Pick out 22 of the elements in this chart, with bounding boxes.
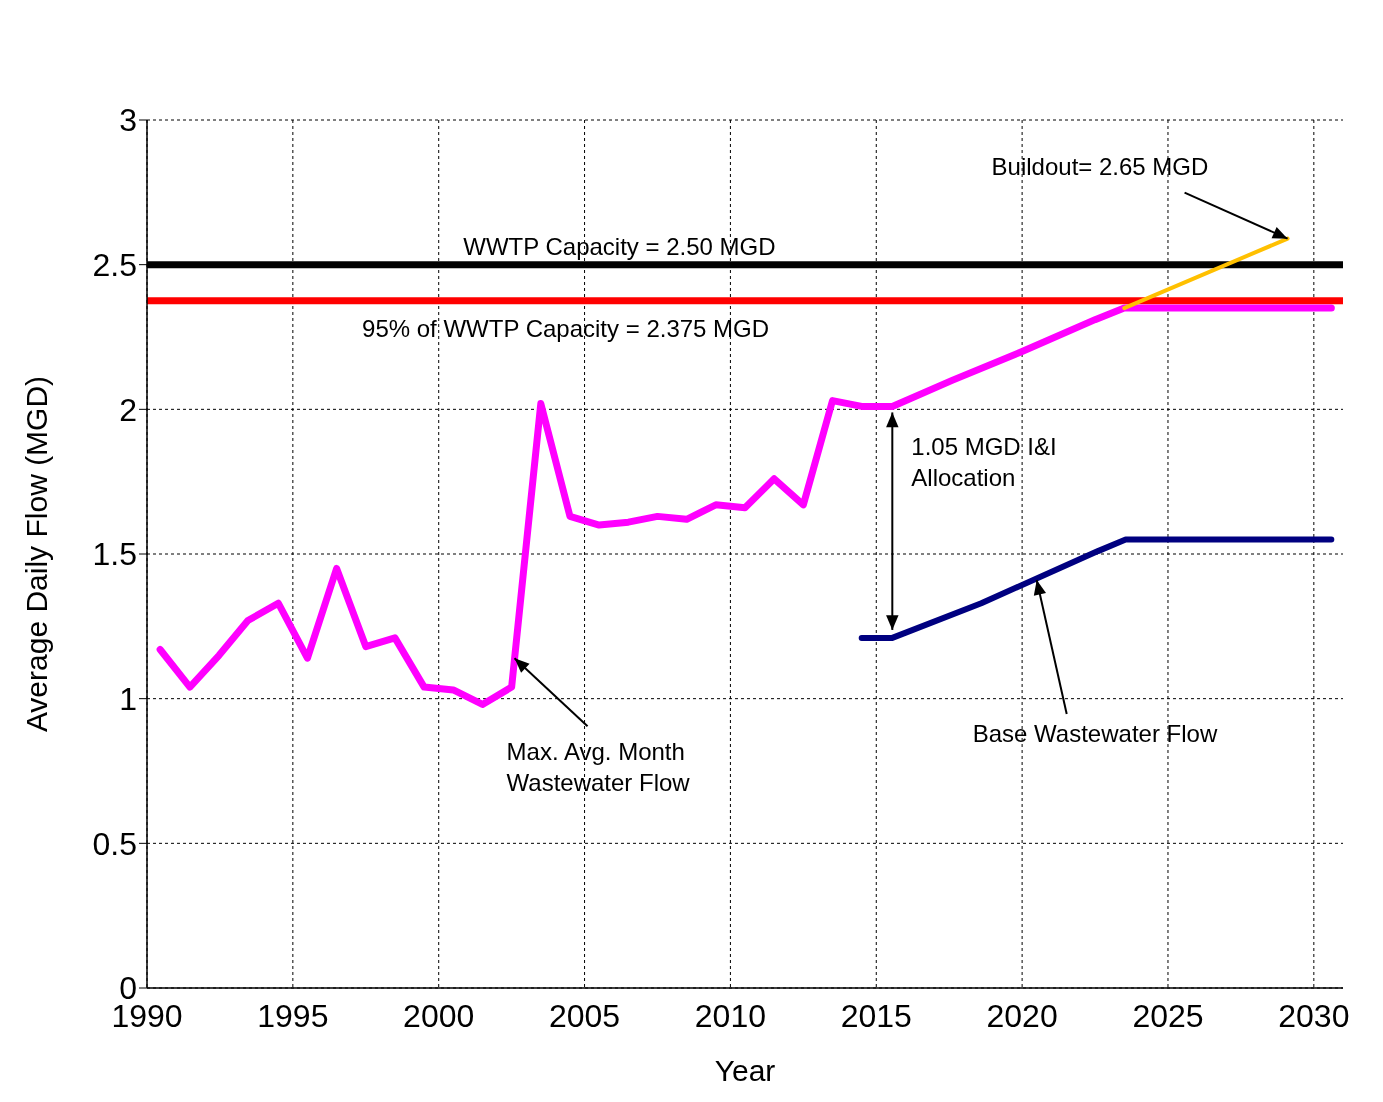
x-tick-label: 2010 — [694, 997, 767, 1034]
ref-line-label: WWTP Capacity = 2.50 MGD — [463, 232, 776, 260]
y-tick-label: 1 — [119, 681, 137, 718]
x-tick-label: 2030 — [1278, 997, 1350, 1034]
y-tick-label: 3 — [119, 102, 137, 139]
annotation: Max. Avg. Month Wastewater Flow — [506, 737, 691, 799]
annotation: 1.05 MGD I&I Allocation — [911, 432, 1058, 494]
x-tick-label: 1995 — [257, 997, 329, 1034]
y-tick-label: 2.5 — [92, 247, 137, 284]
y-tick-label: 1.5 — [92, 536, 137, 573]
x-axis-title: Year — [714, 1054, 776, 1087]
y-axis-title: Average Daily Flow (MGD) — [19, 375, 53, 733]
annotation: Buildout= 2.65 MGD — [991, 151, 1210, 182]
x-tick-label: 2005 — [548, 997, 621, 1034]
x-tick-label: 2020 — [986, 997, 1058, 1034]
annotation: Base Wastewater Flow — [972, 719, 1219, 750]
x-tick-label: 2015 — [840, 997, 912, 1034]
y-tick-label: 2 — [119, 391, 137, 428]
x-tick-label: 2025 — [1132, 997, 1204, 1034]
y-tick-label: 0.5 — [92, 825, 137, 862]
ref-line-label: 95% of WWTP Capacity = 2.375 MGD — [362, 314, 770, 342]
x-tick-label: 2000 — [403, 997, 475, 1034]
